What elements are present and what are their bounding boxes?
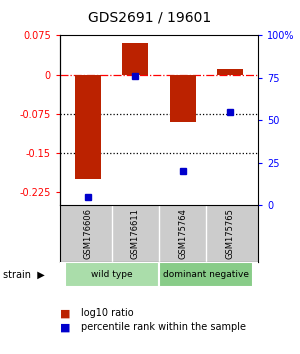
Bar bbox=[75, 75, 101, 179]
Text: dominant negative: dominant negative bbox=[163, 270, 249, 279]
Text: percentile rank within the sample: percentile rank within the sample bbox=[81, 322, 246, 332]
Bar bbox=[217, 69, 243, 75]
Text: ■: ■ bbox=[60, 308, 70, 318]
Text: strain  ▶: strain ▶ bbox=[3, 269, 45, 279]
Text: log10 ratio: log10 ratio bbox=[81, 308, 134, 318]
Text: GSM176606: GSM176606 bbox=[84, 208, 93, 259]
Bar bbox=[65, 262, 159, 287]
Text: wild type: wild type bbox=[91, 270, 133, 279]
Text: GSM175764: GSM175764 bbox=[178, 208, 187, 259]
Bar bbox=[122, 43, 148, 75]
Text: GSM176611: GSM176611 bbox=[131, 208, 140, 259]
Bar bbox=[159, 262, 253, 287]
Text: ■: ■ bbox=[60, 322, 70, 332]
Bar bbox=[169, 75, 196, 122]
Text: GDS2691 / 19601: GDS2691 / 19601 bbox=[88, 11, 212, 25]
Text: GSM175765: GSM175765 bbox=[225, 208, 234, 259]
